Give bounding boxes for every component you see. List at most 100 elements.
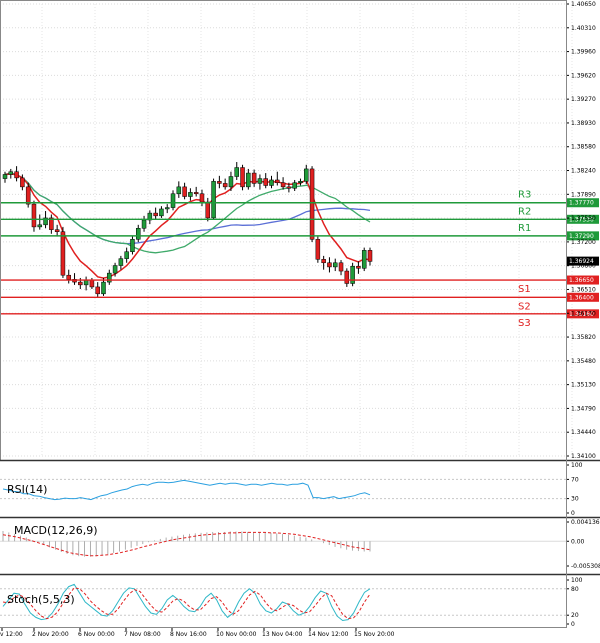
candle <box>234 162 239 180</box>
candle-body <box>170 193 176 208</box>
candle <box>257 174 263 190</box>
price-grid <box>0 3 573 457</box>
level-value-r2: 1.37530 <box>569 216 594 223</box>
candle <box>327 257 332 273</box>
candle-body <box>211 181 216 219</box>
candle-body <box>31 203 37 228</box>
moving-average-mid <box>4 172 371 254</box>
candle <box>222 178 228 190</box>
level-value-s3: 1.36160 <box>569 311 594 318</box>
rsi-pane: 100 70 30 0 <box>0 462 583 517</box>
candle <box>361 247 367 272</box>
level-name-r3: R3 <box>518 190 531 201</box>
candle-body <box>356 265 361 269</box>
candle-body <box>251 172 257 184</box>
candle-body <box>240 167 245 188</box>
candle <box>14 166 19 182</box>
candle <box>8 168 14 179</box>
candle <box>159 206 164 218</box>
candle-body <box>280 182 286 188</box>
candle <box>107 269 112 285</box>
level-tag-r3 <box>567 198 599 208</box>
candle-body <box>141 219 147 229</box>
candle <box>20 174 25 191</box>
time-tick-label: 7 Nov 08:00 <box>124 631 161 638</box>
candle-body <box>136 228 141 240</box>
rsi-line <box>2 479 371 501</box>
indicator-tick-label: 100 <box>571 462 583 469</box>
candle <box>356 261 361 274</box>
current-price-value: 1.36924 <box>569 258 594 265</box>
level-name-r2: R2 <box>518 206 531 217</box>
candle-body <box>338 262 344 272</box>
macd-signal-line <box>2 531 371 557</box>
candle-body <box>275 179 280 183</box>
candle <box>83 276 89 291</box>
level-value-s1: 1.36650 <box>569 277 594 284</box>
candle-body <box>153 212 158 217</box>
candle <box>66 269 71 284</box>
candle-body <box>78 281 83 286</box>
level-value-r1: 1.37290 <box>569 233 594 240</box>
candle-body <box>269 179 274 186</box>
time-tick-label: 14 Nov 12:00 <box>308 631 349 638</box>
candle <box>280 177 286 190</box>
candle <box>112 262 118 277</box>
level-tag-s2 <box>567 292 599 302</box>
price-tick-label: 1.37890 <box>571 191 596 198</box>
candle-body <box>37 224 43 228</box>
price-tick-label: 1.35130 <box>571 382 596 389</box>
candle <box>136 224 141 243</box>
price-tick-label: 1.39620 <box>571 72 596 79</box>
level-name-r1: R1 <box>518 223 531 234</box>
price-tick-label: 1.39270 <box>571 96 596 103</box>
candle <box>193 186 199 197</box>
candle-body <box>217 181 222 184</box>
time-tick-label: 10 Nov 00:00 <box>216 631 257 638</box>
candle-body <box>315 239 321 260</box>
candle <box>367 247 373 266</box>
candle-body <box>89 279 95 288</box>
price-pane: R3 1.37770 R2 1.37530 R1 1.37290 S1 1.36650 S2 1.… <box>0 1 599 460</box>
candle-body <box>159 208 164 217</box>
candle-body <box>309 168 315 240</box>
candle-body <box>222 183 228 188</box>
candle <box>37 214 43 230</box>
candle <box>31 200 37 232</box>
candle <box>153 207 158 220</box>
candle-body <box>246 172 251 188</box>
price-tick-label: 1.39960 <box>571 49 596 56</box>
price-tick-label: 1.36170 <box>571 310 596 317</box>
time-tick-label: 6 Nov 00:00 <box>78 631 115 638</box>
price-tick-label: 1.35820 <box>571 334 596 341</box>
price-tick-label: 1.37200 <box>571 239 596 246</box>
price-tick-label: 1.40310 <box>571 25 596 32</box>
candle-body <box>49 217 54 230</box>
candle-body <box>8 171 14 175</box>
price-axis-background <box>566 0 600 643</box>
candle <box>199 189 205 207</box>
price-tick-label: 1.38580 <box>571 144 596 151</box>
candle-body <box>95 286 100 295</box>
price-tick-label: 1.38930 <box>571 120 596 127</box>
level-value-s2: 1.36400 <box>569 294 594 301</box>
candle <box>182 182 187 200</box>
indicator-tick-label: 20 <box>571 612 579 619</box>
moving-averages <box>4 172 371 279</box>
price-tick-label: 1.36860 <box>571 263 596 270</box>
stoch-main-line <box>2 583 371 622</box>
candle-body <box>228 176 234 188</box>
candle-body <box>2 174 8 179</box>
candle-body <box>199 193 205 203</box>
candle <box>304 164 309 185</box>
price-tick-label: 1.37550 <box>571 215 596 222</box>
indicator-tick-label: 0 <box>571 510 575 517</box>
indicator-tick-label: 0 <box>571 621 575 628</box>
stoch-label: Stoch(5,5,3) <box>7 593 75 606</box>
price-tick-label: 1.34790 <box>571 405 596 412</box>
indicator-tick-label: 80 <box>571 586 579 593</box>
candle <box>95 282 100 298</box>
candle-body <box>25 186 31 205</box>
candle <box>292 179 297 192</box>
